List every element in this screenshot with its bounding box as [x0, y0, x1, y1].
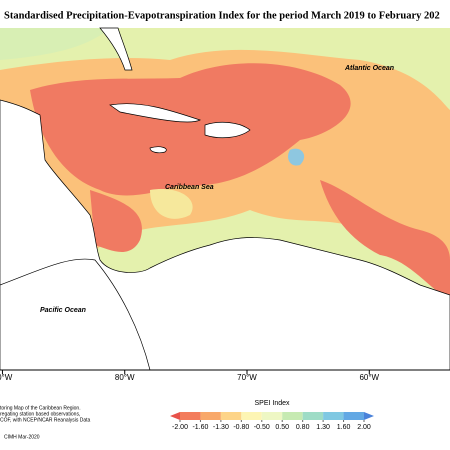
legend-label: -0.50: [254, 424, 270, 431]
spei-field: [0, 28, 450, 370]
legend-label: -2.00: [172, 424, 188, 431]
legend-swatch: [343, 412, 364, 420]
legend-label: 0.50: [275, 424, 289, 431]
legend-swatch: [200, 412, 221, 420]
legend-swatch: [241, 412, 262, 420]
legend-label: -0.80: [233, 424, 249, 431]
legend-swatch: [261, 412, 283, 420]
footer-credit: CIMH Mar-2020: [4, 434, 40, 440]
legend-swatch: [220, 412, 242, 420]
legend-title: SPEI Index: [254, 400, 290, 407]
land: [0, 27, 450, 371]
sea-label: Caribbean Sea: [165, 184, 214, 191]
footer-note: COF, with NCEP/NCAR Reanalysis Data: [0, 417, 91, 423]
title: Standardised Precipitation-Evapotranspir…: [4, 10, 440, 21]
legend-label: 0.80: [296, 424, 310, 431]
legend-label: 1.30: [316, 424, 330, 431]
lon-label: 90°W: [0, 373, 13, 382]
legend-swatch: [323, 412, 344, 420]
ocean-label: Atlantic Ocean: [344, 65, 394, 72]
legend-swatch: [282, 412, 303, 420]
ocean-label: Pacific Ocean: [40, 307, 86, 314]
lon-label: 80°W: [115, 373, 135, 382]
legend-label: -1.60: [192, 424, 208, 431]
legend-swatch: [170, 412, 180, 420]
footer-note: regating station based observations,: [0, 411, 80, 417]
footer-note: toring Map of the Caribbean Region.: [0, 405, 81, 411]
legend-swatch: [364, 412, 374, 420]
lon-label: 70°W: [237, 373, 257, 382]
legend-swatch: [180, 412, 201, 420]
legend-swatch: [302, 412, 324, 420]
lon-label: 60°W: [359, 373, 379, 382]
legend-label: -1.30: [213, 424, 229, 431]
legend-label: 2.00: [357, 424, 371, 431]
legend-label: 1.60: [337, 424, 351, 431]
